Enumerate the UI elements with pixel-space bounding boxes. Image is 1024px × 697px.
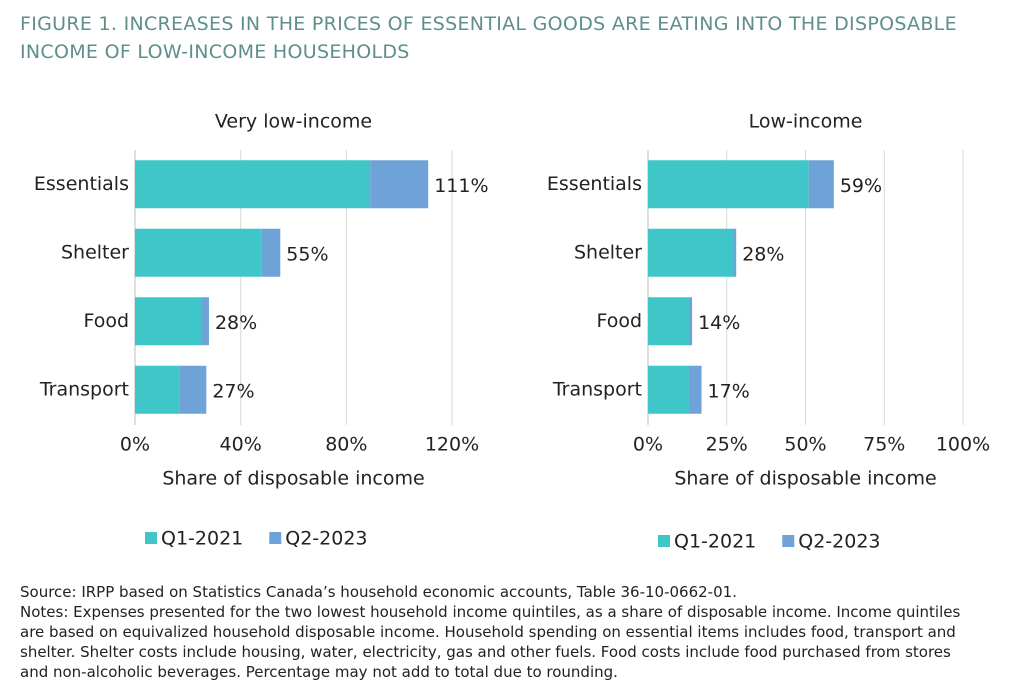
legend-swatch (782, 535, 795, 547)
x-tick-label: 50% (784, 434, 826, 456)
figure-title: FIGURE 1. INCREASES IN THE PRICES OF ESS… (20, 13, 957, 63)
x-tick-label: 0% (120, 434, 150, 456)
bar-segment (648, 365, 689, 414)
bar-segment (261, 228, 281, 277)
chart-title: Low-income (749, 111, 863, 133)
y-tick-label: Transport (39, 378, 129, 400)
bar-segment (733, 228, 737, 277)
data-label: 17% (708, 380, 750, 402)
bar-segment (648, 228, 734, 277)
x-tick-label: 120% (425, 434, 479, 456)
y-tick-label: Shelter (574, 241, 642, 263)
data-label: 28% (215, 312, 257, 334)
bar-segment (370, 160, 429, 209)
data-label: 28% (742, 243, 784, 265)
bar-segment (201, 297, 209, 346)
footer: Source: IRPP based on Statistics Canada’… (20, 582, 980, 682)
data-label: 111% (434, 175, 488, 197)
y-tick-label: Transport (552, 378, 642, 400)
bar-segment (135, 228, 262, 277)
bar-segment (648, 160, 809, 209)
y-tick-label: Essentials (547, 173, 642, 195)
source: Source: IRPP based on Statistics Canada’… (20, 583, 737, 601)
notes: Notes: Expenses presented for the two lo… (20, 603, 961, 681)
data-label: 27% (212, 380, 254, 402)
x-tick-label: 40% (220, 434, 262, 456)
x-tick-label: 100% (936, 434, 990, 456)
legend-label: Q2-2023 (798, 531, 880, 553)
bar-segment (135, 160, 371, 209)
legend-label: Q2-2023 (285, 528, 367, 550)
legend-swatch (269, 532, 282, 544)
y-tick-label: Shelter (61, 241, 129, 263)
bar-segment (135, 297, 202, 346)
bar-segment (808, 160, 834, 209)
x-tick-label: 25% (706, 434, 748, 456)
legend-label: Q1-2021 (674, 531, 756, 553)
bar-segment (648, 297, 689, 346)
y-tick-label: Food (83, 310, 129, 332)
data-label: 59% (840, 175, 882, 197)
y-tick-label: Food (596, 310, 642, 332)
data-label: 14% (698, 312, 740, 334)
legend-swatch (145, 532, 157, 544)
chart-title: Very low-income (215, 111, 372, 133)
y-tick-label: Essentials (34, 173, 129, 195)
bar-segment (179, 365, 207, 414)
x-tick-label: 0% (633, 434, 663, 456)
x-tick-label: 80% (325, 434, 367, 456)
data-label: 55% (286, 243, 328, 265)
legend-swatch (658, 535, 670, 547)
x-axis-title: Share of disposable income (674, 468, 936, 490)
x-axis-title: Share of disposable income (162, 468, 424, 490)
bar-segment (135, 365, 180, 414)
bar-segment (688, 365, 702, 414)
bar-segment (688, 297, 693, 346)
x-tick-label: 75% (863, 434, 905, 456)
legend-label: Q1-2021 (161, 528, 243, 550)
